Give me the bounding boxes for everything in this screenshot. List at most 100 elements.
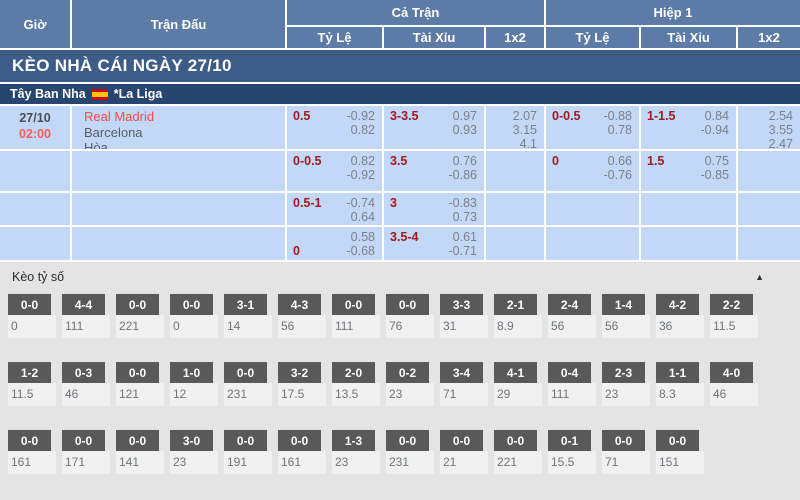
score-cell[interactable]: 0-0 161: [278, 430, 326, 474]
score-cell[interactable]: 4-4 111: [62, 294, 110, 338]
score-odds[interactable]: 13.5: [332, 383, 380, 406]
score-label[interactable]: 4-4: [62, 294, 105, 315]
odds-value[interactable]: 3.55: [768, 123, 793, 137]
score-label[interactable]: 0-0: [170, 294, 213, 315]
score-cell[interactable]: 3-2 17.5: [278, 362, 326, 406]
odds-cell-h1-ou-r2[interactable]: 1.5 0.75 -0.85: [641, 151, 736, 191]
score-label[interactable]: 3-3: [440, 294, 483, 315]
score-cell[interactable]: 2-4 56: [548, 294, 596, 338]
score-odds[interactable]: 71: [440, 383, 488, 406]
score-odds[interactable]: 121: [116, 383, 164, 406]
handicap-line[interactable]: 0.5-1: [293, 196, 322, 210]
odds-value[interactable]: 3.15: [512, 123, 537, 137]
score-label[interactable]: 0-4: [548, 362, 591, 383]
odds-value[interactable]: -0.76: [603, 168, 633, 182]
score-label[interactable]: 0-0: [440, 430, 483, 451]
score-odds[interactable]: 8.3: [656, 383, 704, 406]
score-label[interactable]: 1-1: [656, 362, 699, 383]
score-odds[interactable]: 17.5: [278, 383, 326, 406]
score-odds[interactable]: 76: [386, 315, 434, 338]
score-label[interactable]: 1-2: [8, 362, 51, 383]
score-label[interactable]: 0-0: [494, 430, 537, 451]
odds-value[interactable]: -0.85: [700, 168, 730, 182]
score-cell[interactable]: 1-1 8.3: [656, 362, 704, 406]
score-odds[interactable]: 191: [224, 451, 272, 474]
score-label[interactable]: 0-0: [332, 294, 375, 315]
score-cell[interactable]: 0-0 231: [224, 362, 272, 406]
score-label[interactable]: 1-0: [170, 362, 213, 383]
handicap-line[interactable]: 3.5: [390, 154, 408, 168]
score-label[interactable]: 1-4: [602, 294, 645, 315]
score-odds[interactable]: 12: [170, 383, 218, 406]
score-label[interactable]: 0-0: [116, 430, 159, 451]
score-odds[interactable]: 46: [710, 383, 758, 406]
score-cell[interactable]: 0-0 171: [62, 430, 110, 474]
score-label[interactable]: 0-0: [386, 294, 429, 315]
odds-value[interactable]: -0.88: [603, 109, 633, 123]
score-cell[interactable]: 0-0 0: [170, 294, 218, 338]
handicap-line[interactable]: 0: [293, 244, 300, 258]
score-odds[interactable]: 231: [386, 451, 434, 474]
odds-cell-ft-ou-r4[interactable]: 3.5-4 0.61 -0.71: [384, 227, 484, 260]
odds-value[interactable]: -0.74: [346, 196, 376, 210]
score-odds[interactable]: 111: [332, 315, 380, 338]
score-cell[interactable]: 3-0 23: [170, 430, 218, 474]
odds-value[interactable]: 0.82: [350, 123, 375, 137]
score-cell[interactable]: 2-0 13.5: [332, 362, 380, 406]
odds-value[interactable]: -0.83: [448, 196, 478, 210]
score-odds[interactable]: 8.9: [494, 315, 542, 338]
score-label[interactable]: 0-0: [386, 430, 429, 451]
score-label[interactable]: 0-0: [8, 294, 51, 315]
score-label[interactable]: 2-4: [548, 294, 591, 315]
odds-value[interactable]: 0.75: [704, 154, 729, 168]
score-cell[interactable]: 0-0 76: [386, 294, 434, 338]
handicap-line[interactable]: 3.5-4: [390, 230, 419, 244]
score-cell[interactable]: 0-0 141: [116, 430, 164, 474]
odds-value[interactable]: 0.64: [350, 210, 375, 224]
score-label[interactable]: 1-3: [332, 430, 375, 451]
odds-value[interactable]: 4.1: [519, 137, 537, 149]
score-label[interactable]: 0-0: [116, 362, 159, 383]
score-cell[interactable]: 0-4 111: [548, 362, 596, 406]
score-odds[interactable]: 161: [8, 451, 56, 474]
odds-cell-ft-hdc-r3[interactable]: 0.5-1 -0.74 0.64: [287, 193, 382, 225]
odds-cell-ft-1x2-r1[interactable]: 2.07 3.15 4.1: [486, 106, 544, 149]
odds-value[interactable]: 0.76: [452, 154, 477, 168]
handicap-line[interactable]: 0: [552, 154, 559, 168]
score-cell[interactable]: 0-0 231: [386, 430, 434, 474]
score-odds[interactable]: 231: [224, 383, 272, 406]
odds-value[interactable]: 2.07: [512, 109, 537, 123]
score-label[interactable]: 0-0: [62, 430, 105, 451]
score-label[interactable]: 0-0: [656, 430, 699, 451]
score-label[interactable]: 0-0: [602, 430, 645, 451]
score-cell[interactable]: 0-0 161: [8, 430, 56, 474]
score-cell[interactable]: 0-0 221: [494, 430, 542, 474]
score-cell[interactable]: 3-3 31: [440, 294, 488, 338]
odds-value[interactable]: 2.47: [768, 137, 793, 149]
score-label[interactable]: 0-0: [116, 294, 159, 315]
handicap-line[interactable]: 0-0.5: [552, 109, 581, 123]
score-cell[interactable]: 0-0 71: [602, 430, 650, 474]
score-cell[interactable]: 0-0 111: [332, 294, 380, 338]
score-cell[interactable]: 0-0 191: [224, 430, 272, 474]
score-cell[interactable]: 0-2 23: [386, 362, 434, 406]
score-label[interactable]: 2-0: [332, 362, 375, 383]
odds-value[interactable]: -0.68: [346, 244, 376, 258]
score-odds[interactable]: 21: [440, 451, 488, 474]
odds-cell-h1-hdc-r2[interactable]: 0 0.66 -0.76: [546, 151, 639, 191]
score-odds[interactable]: 0: [170, 315, 218, 338]
score-cell[interactable]: 2-1 8.9: [494, 294, 542, 338]
odds-value[interactable]: 2.54: [768, 109, 793, 123]
score-cell[interactable]: 0-0 121: [116, 362, 164, 406]
odds-value[interactable]: -0.86: [448, 168, 478, 182]
handicap-line[interactable]: 0.5: [293, 109, 311, 123]
score-odds[interactable]: 31: [440, 315, 488, 338]
odds-value[interactable]: 0.97: [452, 109, 477, 123]
score-odds[interactable]: 11.5: [710, 315, 758, 338]
score-cell[interactable]: 3-4 71: [440, 362, 488, 406]
score-odds[interactable]: 23: [332, 451, 380, 474]
score-cell[interactable]: 3-1 14: [224, 294, 272, 338]
score-label[interactable]: 4-2: [656, 294, 699, 315]
odds-cell-h1-ou-r1[interactable]: 1-1.5 0.84 -0.94: [641, 106, 736, 149]
score-section-header[interactable]: Kèo tỷ số ▲: [0, 262, 800, 288]
